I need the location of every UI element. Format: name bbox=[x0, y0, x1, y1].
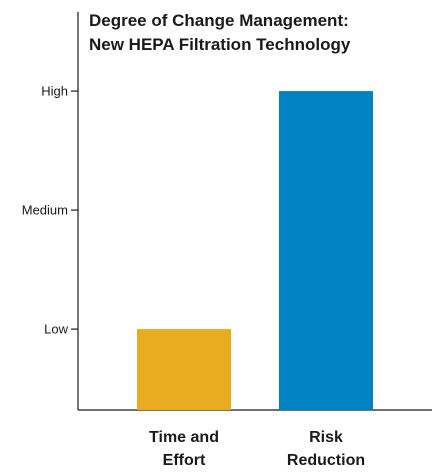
chart-title-line-1: Degree of Change Management: bbox=[89, 11, 349, 30]
x-tick-label: Time and Effort bbox=[149, 429, 219, 469]
chart-title-line-2: New HEPA Filtration Technology bbox=[89, 35, 351, 54]
bar bbox=[279, 91, 373, 410]
bar bbox=[137, 329, 231, 410]
category-labels: Time and Effort Risk Reduction bbox=[149, 429, 365, 469]
chart-title: Degree of Change Management: New HEPA Fi… bbox=[89, 11, 351, 54]
y-tick-label: High bbox=[41, 84, 68, 99]
y-tick-label: Low bbox=[44, 322, 68, 337]
bars bbox=[137, 91, 373, 410]
x-tick-label-line: Reduction bbox=[287, 452, 365, 469]
y-tick-label: Medium bbox=[22, 203, 68, 218]
x-tick-label-line: Risk bbox=[309, 429, 343, 446]
y-axis-ticks: Low Medium High bbox=[22, 84, 78, 337]
x-tick-label-line: Time and bbox=[149, 429, 219, 446]
x-tick-label-line: Effort bbox=[163, 452, 206, 469]
x-tick-label: Risk Reduction bbox=[287, 429, 365, 469]
